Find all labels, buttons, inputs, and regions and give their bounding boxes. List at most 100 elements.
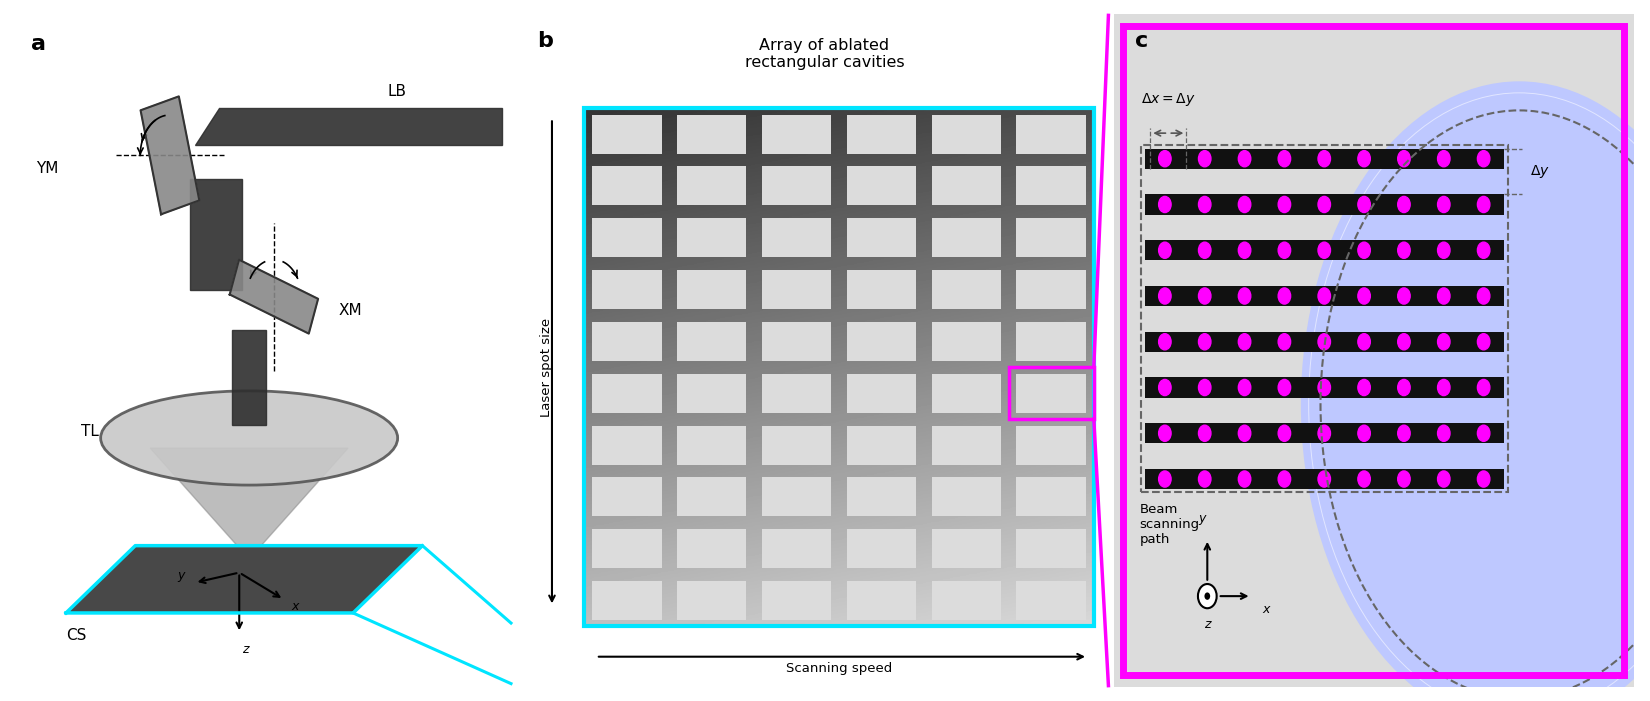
Bar [932,426,1002,465]
Circle shape [1279,471,1290,487]
Bar [846,218,916,257]
Bar [932,218,1002,257]
Bar [846,529,916,569]
Bar [592,426,662,465]
Text: TL: TL [81,424,99,439]
Text: b: b [538,31,553,51]
Ellipse shape [1402,231,1637,578]
Bar [676,374,746,413]
Polygon shape [190,179,241,290]
Text: YM: YM [36,161,59,176]
Polygon shape [150,448,348,559]
Text: $\Delta x = \Delta y$: $\Delta x = \Delta y$ [1142,91,1196,108]
Circle shape [1358,242,1371,258]
Bar [1016,166,1086,205]
Circle shape [1398,334,1411,350]
Bar [592,581,662,620]
Ellipse shape [1363,174,1650,635]
Text: x: x [1262,603,1269,616]
Circle shape [1318,151,1330,167]
Circle shape [1158,151,1172,167]
Bar [676,426,746,465]
Bar [676,270,746,309]
Circle shape [1437,334,1450,350]
Bar [676,477,746,517]
Bar [592,270,662,309]
Circle shape [1279,288,1290,304]
Ellipse shape [1317,104,1650,701]
Circle shape [1358,151,1371,167]
Bar [1016,426,1086,465]
Ellipse shape [1379,197,1650,612]
Bar [1145,194,1503,215]
Polygon shape [231,330,267,425]
Circle shape [1238,151,1251,167]
Bar [762,166,832,205]
Text: y: y [1198,512,1206,526]
Circle shape [1358,379,1371,395]
Text: CS: CS [66,628,86,644]
Bar [846,322,916,361]
Circle shape [1437,379,1450,395]
Polygon shape [66,545,422,613]
Ellipse shape [1488,358,1551,451]
Circle shape [1437,426,1450,442]
Text: x: x [290,600,299,613]
Bar [932,477,1002,517]
Circle shape [1204,592,1209,600]
Circle shape [1279,426,1290,442]
Bar [846,426,916,465]
Circle shape [1477,334,1490,350]
Text: y: y [178,569,185,583]
Bar [676,115,746,154]
Circle shape [1158,471,1172,487]
Circle shape [1477,242,1490,258]
Bar [1145,240,1503,260]
Circle shape [1477,471,1490,487]
Circle shape [1238,196,1251,212]
Ellipse shape [1308,93,1650,701]
Bar [932,166,1002,205]
Bar [676,581,746,620]
Circle shape [1238,242,1251,258]
Text: XM: XM [338,303,361,318]
Bar [592,166,662,205]
Circle shape [1398,151,1411,167]
Text: $\Delta y$: $\Delta y$ [1530,163,1549,180]
Bar [762,581,832,620]
Circle shape [1238,379,1251,395]
Ellipse shape [1511,393,1526,416]
Circle shape [1158,426,1172,442]
Bar [762,477,832,517]
Circle shape [1198,334,1211,350]
Circle shape [1437,242,1450,258]
Bar [1016,529,1086,569]
Circle shape [1238,426,1251,442]
Bar [592,477,662,517]
Bar [1016,322,1086,361]
Bar [762,426,832,465]
Polygon shape [195,108,502,145]
Circle shape [1198,584,1216,608]
Circle shape [1318,242,1330,258]
Circle shape [1398,196,1411,212]
Bar [932,374,1002,413]
Polygon shape [140,96,200,215]
Bar [846,115,916,154]
Ellipse shape [1440,289,1597,519]
Bar [846,166,916,205]
Circle shape [1318,334,1330,350]
Circle shape [1437,288,1450,304]
Bar [676,322,746,361]
Bar [676,166,746,205]
Circle shape [1318,471,1330,487]
Ellipse shape [1411,243,1629,566]
Circle shape [1398,379,1411,395]
Text: c: c [1135,31,1148,51]
Text: z: z [241,644,247,656]
Bar [932,322,1002,361]
Polygon shape [229,259,318,334]
Circle shape [1477,151,1490,167]
Circle shape [1398,288,1411,304]
Circle shape [1198,151,1211,167]
